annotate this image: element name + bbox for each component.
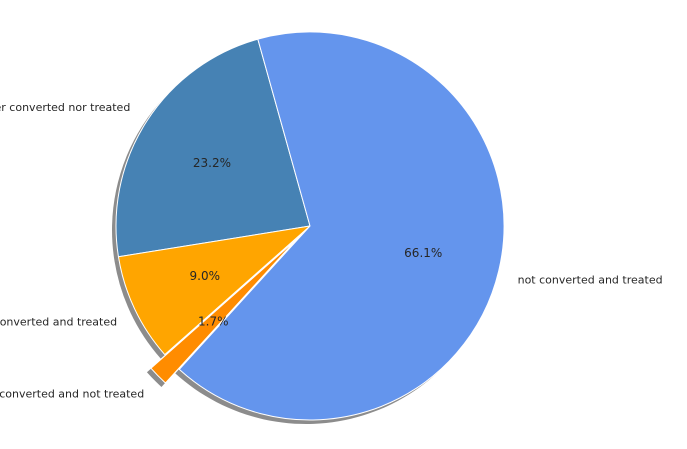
percent-label-neither-converted-nor-treated: 23.2% [193, 156, 231, 170]
slice-label-converted-and-treated: converted and treated [0, 315, 117, 328]
slice-converted-and-treated [117, 225, 311, 356]
slice-not-converted-and-treated [178, 31, 505, 421]
percent-label-converted-and-not-treated: 1.7% [198, 314, 229, 328]
slice-label-not-converted-and-treated: not converted and treated [518, 273, 663, 286]
percent-label-not-converted-and-treated: 66.1% [404, 246, 442, 260]
slice-neither-converted-nor-treated [115, 38, 311, 258]
slice-labels: neither converted nor treated converted a… [0, 101, 663, 401]
slice-label-neither-converted-nor-treated: neither converted nor treated [0, 101, 130, 114]
slice-converted-and-not-treated [150, 239, 297, 384]
percent-label-converted-and-treated: 9.0% [190, 269, 221, 283]
slice-label-converted-and-not-treated: converted and not treated [0, 387, 144, 400]
percent-labels: 23.2% 9.0% 1.7% 66.1% [190, 156, 443, 328]
pie-slices [115, 31, 505, 421]
